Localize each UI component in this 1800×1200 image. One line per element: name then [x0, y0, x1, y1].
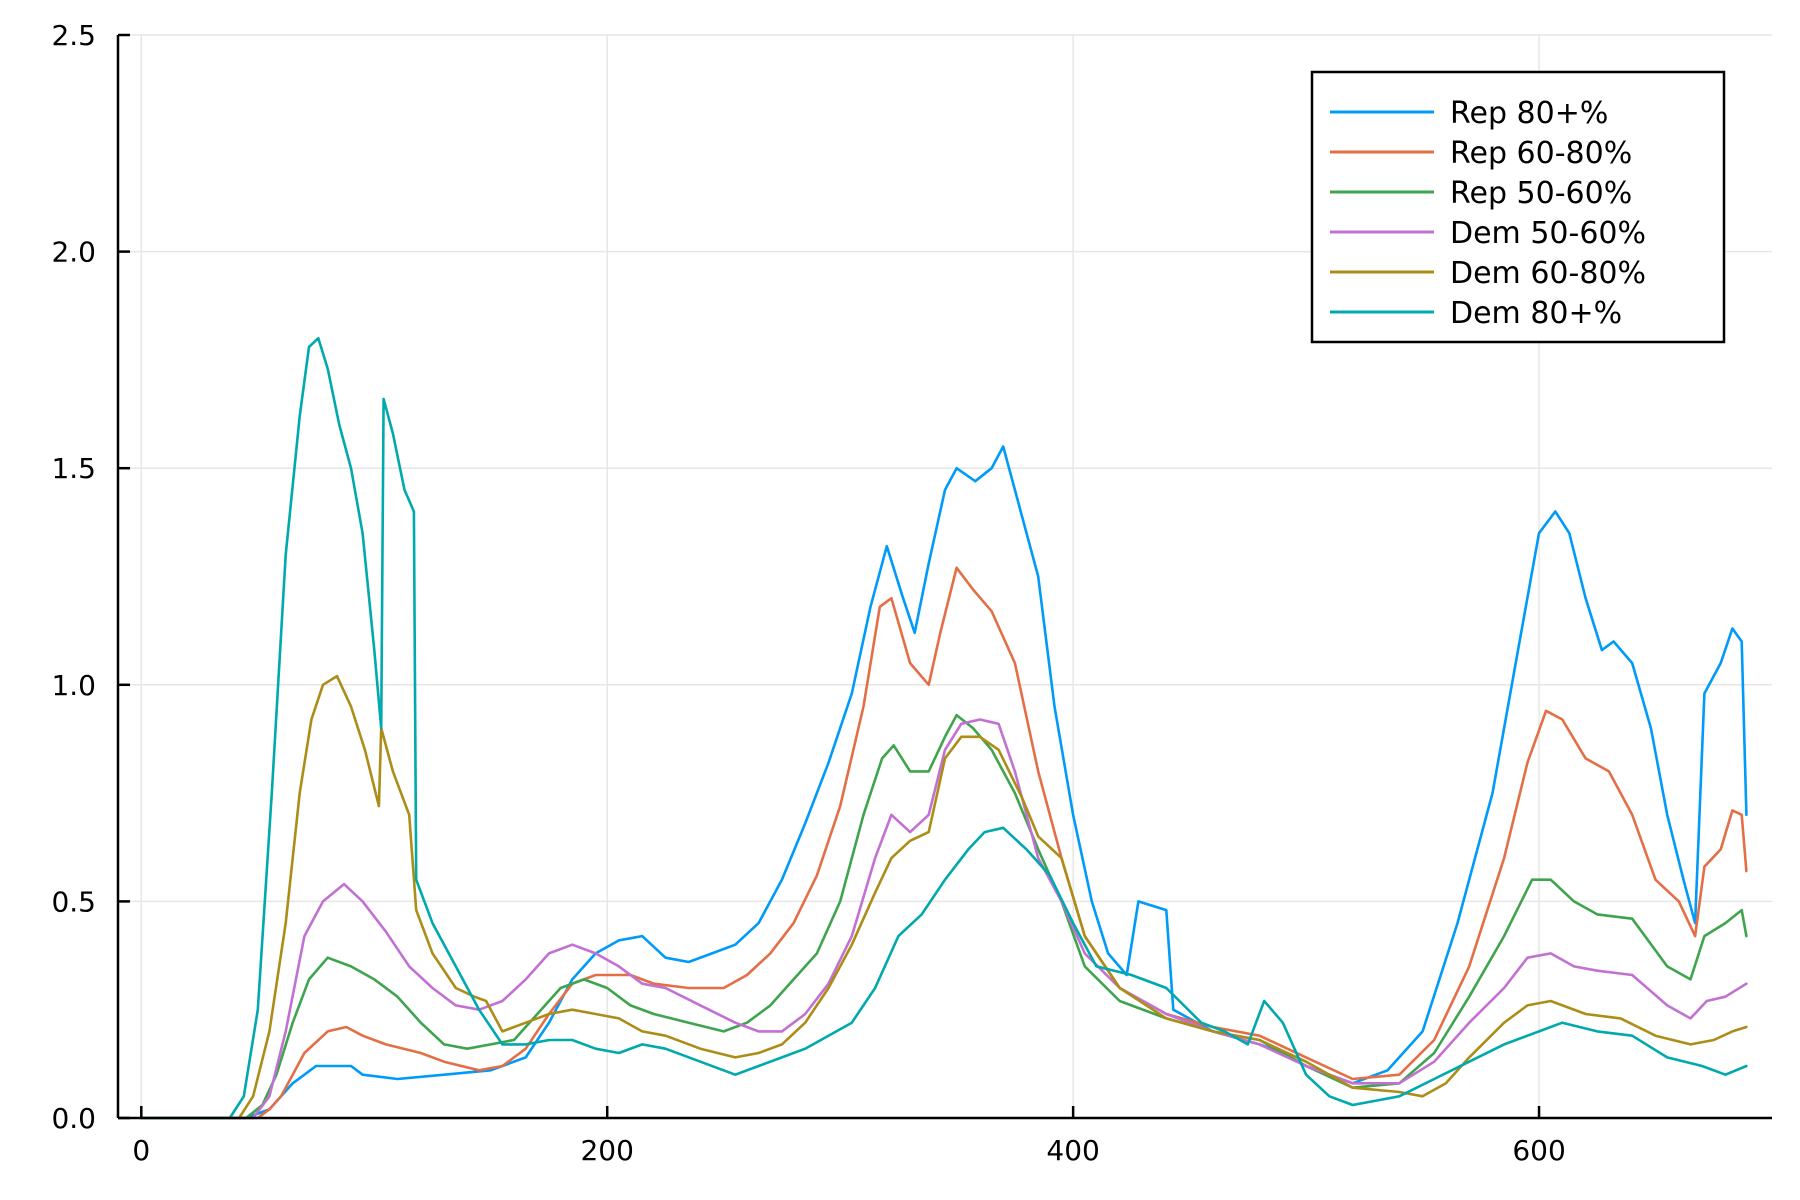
x-tick-label: 0 [132, 1134, 150, 1167]
series-lines [140, 336, 1748, 1120]
y-tick-label: 2.0 [51, 236, 96, 269]
ticks: 0 200 400 600 0.0 0.5 1.0 1.5 2.0 2.5 [51, 19, 1565, 1167]
legend-label: Rep 80+% [1450, 96, 1608, 131]
y-tick-label: 0.0 [51, 1102, 96, 1135]
y-tick-label: 0.5 [51, 885, 96, 918]
x-tick-label: 600 [1512, 1134, 1565, 1167]
legend-label: Rep 50-60% [1450, 176, 1632, 211]
y-tick-label: 1.5 [51, 452, 96, 485]
legend: Rep 80+% Rep 60-80% Rep 50-60% Dem 50-60% De… [1310, 70, 1726, 344]
x-tick-label: 200 [580, 1134, 633, 1167]
series-line-6 [140, 336, 1748, 1120]
y-tick-label: 1.0 [51, 669, 96, 702]
legend-label: Dem 80+% [1450, 296, 1622, 331]
legend-label: Rep 60-80% [1450, 136, 1632, 171]
y-tick-label: 2.5 [51, 19, 96, 52]
legend-box [1310, 70, 1726, 344]
series-line-3 [140, 713, 1748, 1120]
legend-label: Dem 50-60% [1450, 216, 1646, 251]
series-line-5 [140, 674, 1748, 1120]
series-line-2 [140, 566, 1748, 1120]
series-line-4 [140, 718, 1748, 1120]
axes [116, 35, 1772, 1120]
x-tick-label: 400 [1046, 1134, 1099, 1167]
legend-label: Dem 60-80% [1450, 256, 1646, 291]
